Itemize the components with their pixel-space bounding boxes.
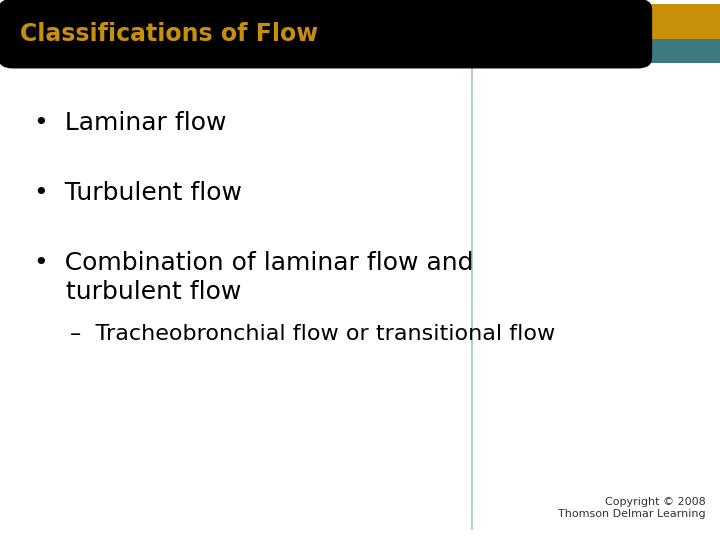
- FancyBboxPatch shape: [645, 4, 720, 39]
- FancyBboxPatch shape: [0, 0, 652, 69]
- Text: •  Turbulent flow: • Turbulent flow: [34, 181, 242, 205]
- FancyBboxPatch shape: [645, 39, 720, 63]
- Text: Copyright © 2008
Thomson Delmar Learning: Copyright © 2008 Thomson Delmar Learning: [558, 497, 706, 518]
- Text: •  Laminar flow: • Laminar flow: [34, 111, 227, 136]
- Text: •  Combination of laminar flow and
    turbulent flow: • Combination of laminar flow and turbul…: [34, 251, 474, 305]
- Text: –  Tracheobronchial flow or transitional flow: – Tracheobronchial flow or transitional …: [70, 324, 555, 344]
- Text: Classifications of Flow: Classifications of Flow: [20, 22, 318, 45]
